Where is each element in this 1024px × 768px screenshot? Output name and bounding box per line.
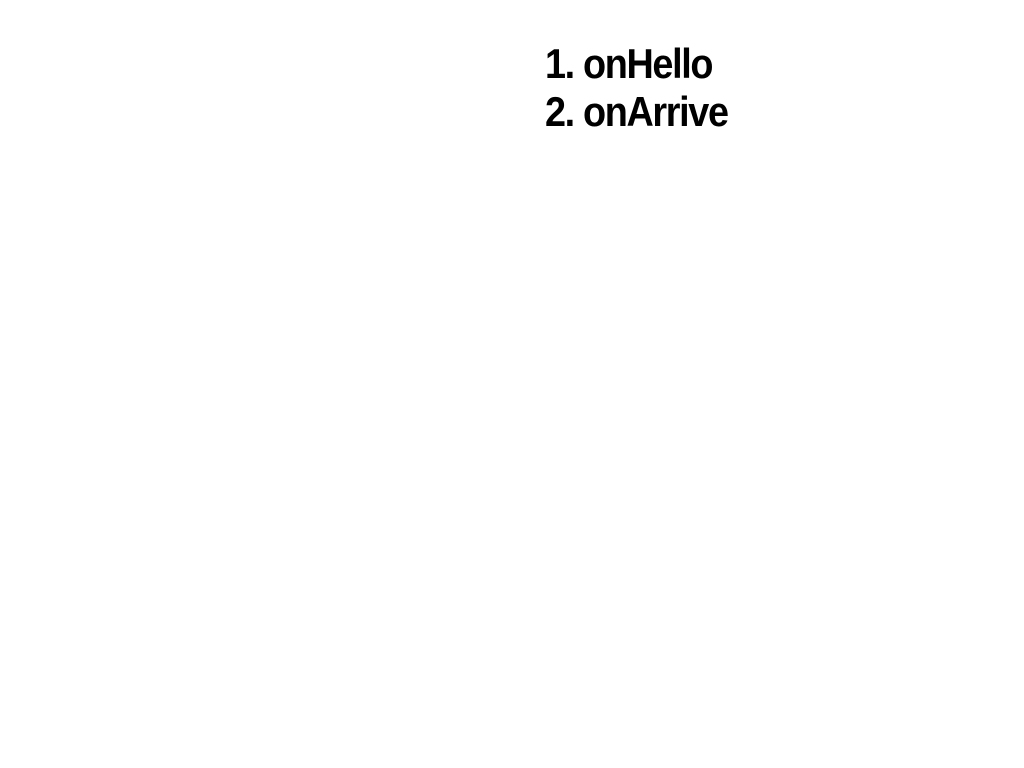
list-item-number: 2. — [545, 88, 575, 135]
ordered-list: 1. onHello 2. onArrive — [545, 40, 729, 136]
list-item-text: onHello — [582, 40, 713, 87]
list-item-text: onArrive — [582, 88, 729, 135]
list-item-on-hello: 1. onHello — [545, 40, 728, 88]
list-item-on-arrive: 2. onArrive — [545, 88, 729, 136]
list-item-number: 1. — [545, 40, 575, 87]
